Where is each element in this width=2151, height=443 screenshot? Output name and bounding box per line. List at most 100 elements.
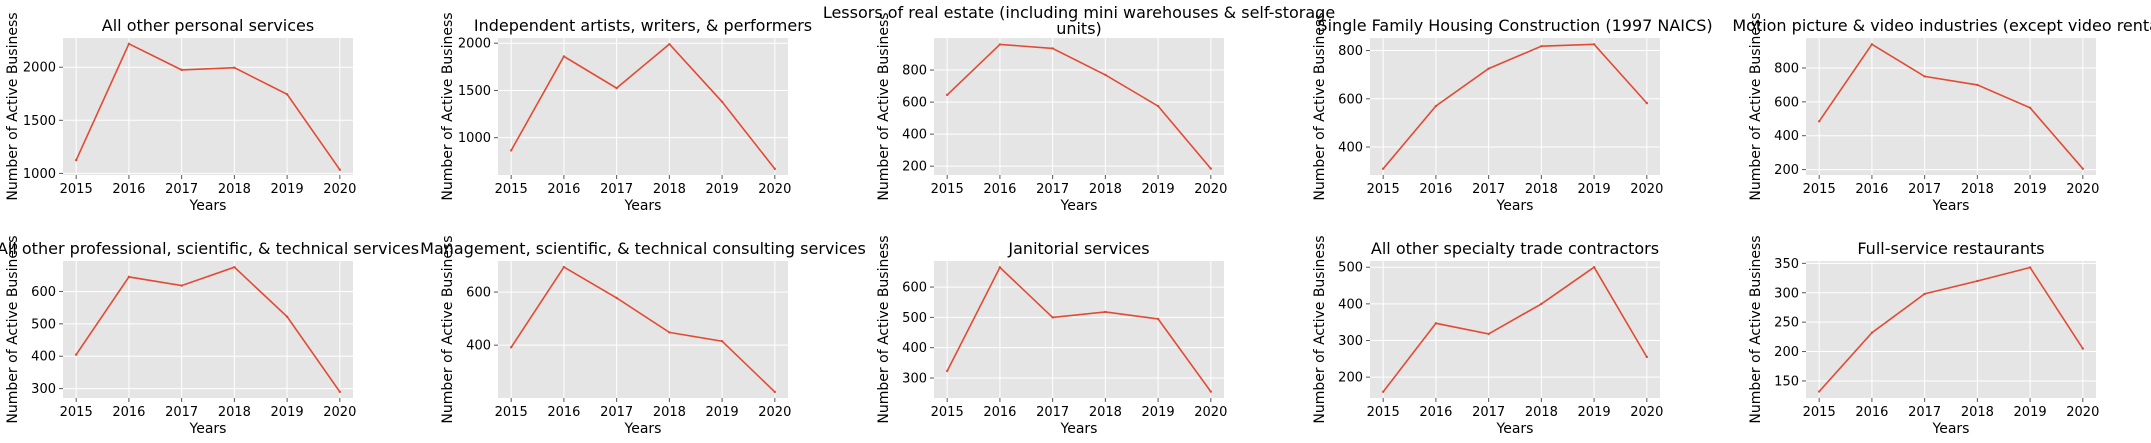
y-tick-label: 200 [1774,345,1799,360]
x-tick-label: 2019 [1578,405,1611,420]
data-point [615,296,618,300]
data-point [338,168,342,171]
data-point [1209,167,1213,170]
y-tick-label: 2000 [23,61,56,76]
chart-panel: 2015 2016 2017 2018 2019 2020 200 400 600 800 Moti… [1732,12,2151,214]
data-point [1487,67,1490,70]
plot-area [1806,38,2096,175]
data-point [1381,390,1385,393]
y-tick-label: 500 [902,311,927,326]
data-point [1156,317,1160,321]
y-axis-label: Number of Active Business [1748,12,1764,200]
data-point [180,284,183,287]
chart-panel: 2015 2016 2017 2018 2019 2020 300 400 500 600 Jani… [876,235,1227,437]
y-axis-label: Number of Active Business [1748,235,1764,423]
chart-title: All other specialty trade contractors [1371,239,1659,258]
data-point [180,68,183,72]
y-tick-label: 1000 [458,131,491,146]
chart-panel: 2015 2016 2017 2018 2019 2020 1000 1500 2000 All … [5,12,356,214]
x-axis-label: Years [624,421,662,437]
x-axis-label: Years [1932,198,1970,214]
chart-title: Lessors of real estate (including mini w… [823,3,1335,38]
chart-title: Janitorial services [1007,239,1149,258]
plot-area [63,261,353,398]
chart-title: Management, scientific, & technical cons… [420,239,866,258]
x-tick-label: 2018 [1089,405,1122,420]
x-tick-label: 2019 [271,182,304,197]
y-tick-label: 400 [31,350,56,365]
data-point [773,390,777,394]
series-line [1382,266,1648,393]
x-tick-label: 2015 [931,182,964,197]
data-point [1051,47,1054,50]
x-tick-label: 2019 [706,182,739,197]
y-tick-label: 400 [1338,141,1363,156]
y-tick-label: 250 [1774,316,1799,331]
x-tick-label: 2017 [1908,405,1941,420]
data-point [2028,266,2032,269]
x-tick-label: 2015 [60,182,93,197]
data-point [1923,75,1926,78]
data-point [1540,45,1543,48]
plot-area [1370,261,1660,398]
chart-panel: 2015 2016 2017 2018 2019 2020 200 400 600 800 Less… [823,3,1335,214]
data-point [338,390,342,394]
x-tick-label: 2015 [495,182,528,197]
y-axis-label: Number of Active Business [1312,235,1328,423]
plot-area [498,261,788,398]
x-tick-label: 2016 [112,405,145,420]
y-tick-label: 500 [1338,261,1363,276]
x-tick-label: 2020 [758,182,791,197]
x-tick-label: 2016 [1419,405,1452,420]
chart-panel: 2015 2016 2017 2018 2019 2020 300 400 500 600 All … [0,235,419,437]
y-axis-label: Number of Active Business [876,235,892,423]
x-tick-label: 2018 [1961,182,1994,197]
y-axis-label: Number of Active Business [5,235,21,423]
x-tick-label: 2017 [1472,405,1505,420]
plot-area [63,38,353,175]
y-axis-label: Number of Active Business [440,12,456,200]
y-tick-label: 400 [466,339,491,354]
data-point [1434,322,1438,325]
data-point [74,353,78,356]
x-tick-label: 2020 [323,405,356,420]
x-tick-label: 2019 [2014,182,2047,197]
data-point [1051,316,1054,319]
data-point [773,167,777,171]
data-point [945,93,949,97]
x-tick-label: 2020 [2066,182,2099,197]
plot-area [1806,261,2096,398]
x-tick-label: 2017 [600,182,633,197]
data-point [998,43,1002,46]
series-line [510,42,776,170]
data-point [1104,310,1107,314]
x-tick-label: 2017 [600,405,633,420]
x-axis-label: Years [1060,198,1098,214]
x-tick-label: 2017 [1036,182,1069,197]
data-point [1645,355,1649,359]
y-tick-label: 350 [1774,257,1799,272]
plot-area [934,261,1224,398]
chart-panel: 2015 2016 2017 2018 2019 2020 400 600 800 Single … [1312,12,1713,214]
series-line [1818,43,2084,170]
y-tick-label: 400 [1774,129,1799,144]
x-tick-label: 2017 [165,405,198,420]
x-tick-label: 2015 [1367,182,1400,197]
data-point [127,275,131,279]
y-tick-label: 800 [1338,44,1363,59]
y-axis-label: Number of Active Business [5,12,21,200]
data-point [1870,43,1874,46]
data-point [1592,43,1596,46]
data-point [1592,266,1596,269]
data-point [2028,106,2032,109]
x-tick-label: 2015 [931,405,964,420]
data-point [2081,347,2085,350]
y-tick-label: 1500 [458,84,491,99]
x-tick-label: 2019 [1142,405,1175,420]
x-tick-label: 2018 [1525,182,1558,197]
x-tick-label: 2016 [1855,405,1888,420]
x-tick-label: 2019 [706,405,739,420]
x-tick-label: 2020 [2066,405,2099,420]
data-point [1540,302,1543,306]
data-point [233,66,236,69]
